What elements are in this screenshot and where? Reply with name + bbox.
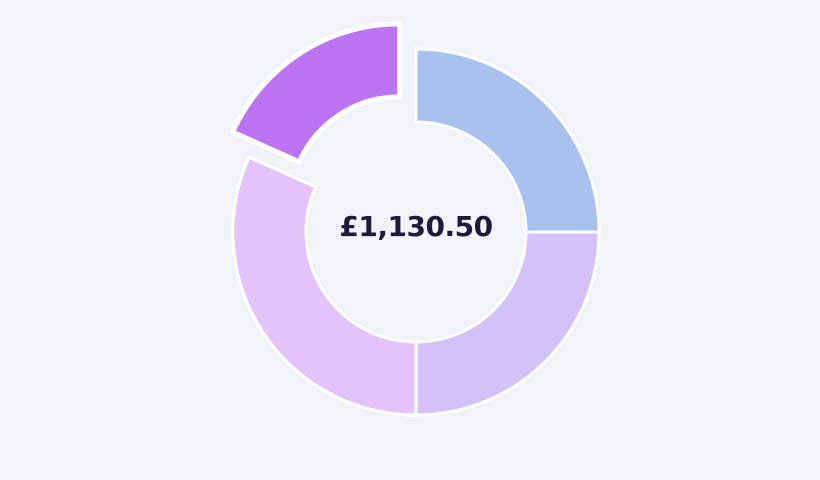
donut-slice-4[interactable] [230, 21, 403, 165]
donut-slice-2[interactable] [414, 230, 601, 417]
donut-slice-1[interactable] [414, 47, 601, 234]
donut-slice-3[interactable] [231, 155, 418, 417]
center-total-label: £1,130.50 [339, 210, 493, 243]
